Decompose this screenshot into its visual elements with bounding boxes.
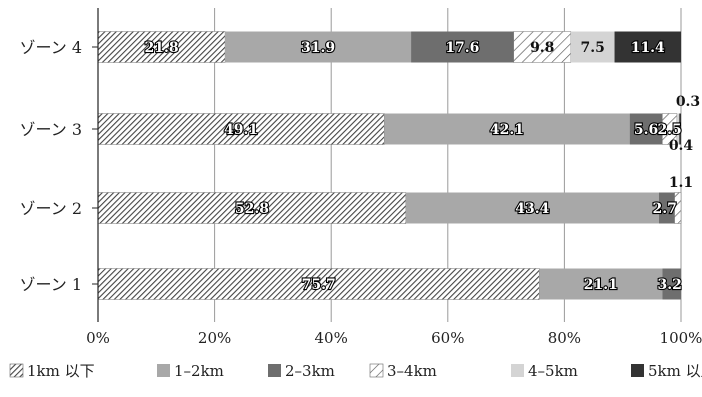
legend-label: 3–4km — [387, 362, 437, 380]
bar-segment — [225, 31, 412, 63]
x-tick-label: 80% — [548, 329, 581, 347]
bars — [97, 31, 682, 300]
bar-segment — [384, 113, 630, 145]
x-tick-label: 100% — [660, 329, 702, 347]
bar-segment — [539, 268, 663, 300]
legend-label: 2–3km — [285, 362, 335, 380]
bar-segment — [614, 31, 681, 63]
bar-segment — [676, 113, 680, 145]
legend-swatch — [369, 363, 384, 378]
data-label: 17.6 — [445, 40, 479, 56]
axes: 0% 20% 40% 60% 80% 100% ゾーン 4 ゾーン 3 ゾーン 2 ゾーン 1 — [20, 8, 702, 347]
bar-segment — [405, 192, 659, 224]
data-label: 11.4 — [631, 40, 665, 56]
category-label: ゾーン 2 — [20, 199, 82, 218]
category-label: ゾーン 4 — [20, 38, 82, 57]
bar-segment — [658, 192, 675, 224]
x-tick-label: 40% — [315, 329, 348, 347]
data-label: 42.1 — [490, 122, 524, 138]
legend-swatch — [157, 364, 170, 377]
data-label: 49.1 — [224, 122, 258, 138]
x-tick-label: 0% — [86, 329, 110, 347]
data-label: 0.3 — [676, 94, 700, 110]
data-label: 43.4 — [515, 201, 549, 217]
data-label: 5.6 — [634, 122, 658, 138]
data-label: 0.4 — [669, 138, 694, 154]
category-label: ゾーン 1 — [20, 275, 82, 294]
bar-segment — [570, 31, 615, 63]
legend-label: 1–2km — [174, 362, 224, 380]
category-label: ゾーン 3 — [20, 120, 82, 139]
data-label: 7.5 — [580, 40, 604, 56]
data-labels: 21.8 31.9 17.6 9.8 7.5 11.4 49.1 42.1 5.6 2.50.4 0… — [143, 39, 700, 294]
bar-segment — [97, 192, 407, 224]
bar-segment — [662, 268, 681, 300]
x-tick-label: 60% — [431, 329, 464, 347]
data-label: 21.1 — [584, 277, 618, 293]
data-label: 52.8 — [235, 201, 269, 217]
legend-swatch — [9, 363, 24, 378]
x-tick-label: 20% — [198, 329, 231, 347]
bar-segment — [97, 268, 540, 300]
legend: 1km 以下 1–2km 2–3km 3–4km 4–5km 5km 以上 — [9, 362, 702, 380]
legend-label: 5km 以上 — [648, 362, 702, 380]
bar-segment — [679, 113, 681, 145]
bar-segment — [97, 31, 226, 63]
bar-segment — [674, 192, 682, 224]
bar-segment — [411, 31, 514, 63]
legend-swatch — [268, 364, 281, 377]
data-label: 1.1 — [669, 175, 693, 191]
data-label: 9.8 — [530, 40, 554, 56]
bar-segment — [513, 31, 572, 63]
data-label: 21.8 — [144, 40, 178, 56]
data-label: 3.2 — [657, 277, 681, 293]
legend-label: 4–5km — [528, 362, 578, 380]
legend-swatch — [631, 364, 644, 377]
bar-segment — [629, 113, 663, 145]
data-label: 31.9 — [301, 40, 335, 56]
legend-label: 1km 以下 — [27, 362, 95, 380]
data-label: 75.7 — [302, 277, 336, 293]
data-label: 2.7 — [653, 201, 677, 217]
data-label: 2.5 — [657, 122, 681, 138]
legend-swatch — [511, 364, 524, 377]
